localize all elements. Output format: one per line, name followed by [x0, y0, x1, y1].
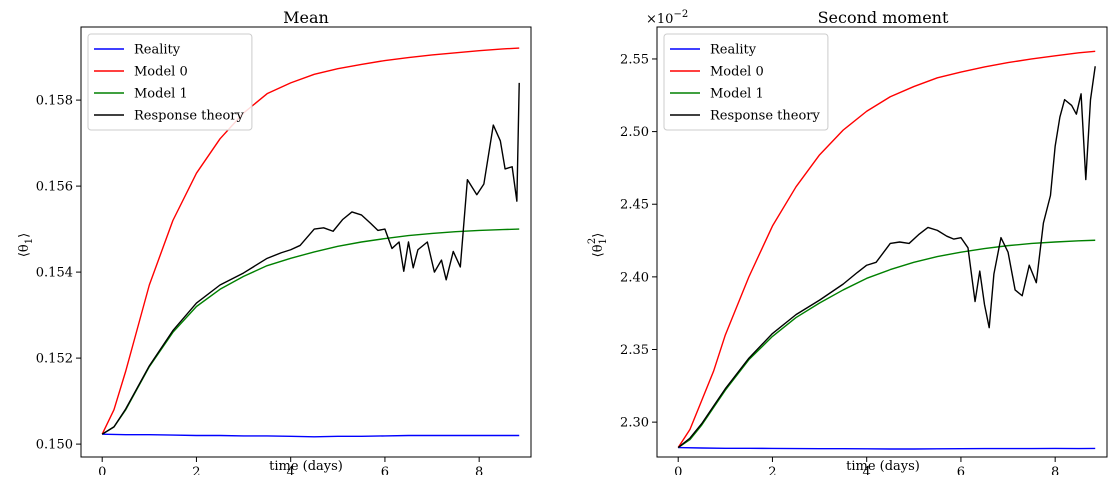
mean-y-axis-label-main: ⟨θ: [17, 244, 32, 257]
second-moment-series-model-0-line: [677, 50, 1096, 448]
second-moment-legend: Reality Model 0 Model 1 Response theory: [663, 33, 829, 131]
second-moment-legend-box: [663, 33, 829, 131]
second-moment-y-tick-label: 2.30: [620, 416, 649, 431]
second-moment-exponent-label: ×10−2: [646, 9, 688, 27]
second-moment-legend-label-response-theory: Response theory: [710, 109, 821, 124]
second-moment-y-axis-label-sub: 1: [598, 238, 609, 244]
mean-y-tick-label: 0.152: [36, 352, 73, 367]
mean-x-tick-label: 6: [381, 465, 389, 475]
second-moment-y-axis-label-close: ⟩: [591, 233, 606, 238]
mean-x-tick-label: 4: [287, 465, 295, 475]
second-moment-y-tick-label: 2.55: [620, 52, 649, 67]
mean-chart-title: Mean: [283, 8, 329, 27]
mean-legend-label-model-1: Model 1: [134, 87, 188, 102]
second-moment-series-model-1-line: [677, 239, 1096, 449]
mean-series-model-0-line: [101, 47, 520, 435]
mean-legend-label-response-theory: Response theory: [134, 109, 245, 124]
second-moment-legend-label-model-1: Model 1: [710, 87, 764, 102]
mean-legend: Reality Model 0 Model 1 Response theory: [87, 33, 253, 131]
second-moment-series-reality-line: [678, 446, 1096, 450]
second-moment-exponent-power: −2: [673, 9, 688, 20]
second-moment-x-tick-label: 2: [768, 465, 776, 475]
second-moment-y-tick-label: 2.35: [620, 343, 649, 358]
mean-legend-label-reality: Reality: [134, 43, 181, 58]
mean-chart-panel: Mean time (days) ⟨θ1⟩ 0 2 4 6 8 0.150 0.152 0.1…: [17, 8, 532, 480]
second-moment-series-response-theory-line: [677, 66, 1096, 449]
second-moment-x-axis-label: time (days): [846, 459, 920, 474]
mean-series-lines: [101, 47, 520, 438]
second-moment-exponent-base: ×10: [646, 12, 673, 27]
mean-y-axis-label: ⟨θ1⟩: [17, 233, 35, 257]
mean-x-tick-label: 2: [192, 465, 200, 475]
mean-x-tick-label: 8: [475, 465, 483, 475]
second-moment-series-lines: [677, 50, 1096, 450]
second-moment-chart-title: Second moment: [818, 8, 949, 27]
mean-legend-label-model-0: Model 0: [134, 65, 188, 80]
mean-x-tick-label: 0: [98, 465, 106, 475]
second-moment-y-tick-label: 2.50: [620, 125, 649, 140]
second-moment-y-tick-label: 2.40: [620, 270, 649, 285]
second-moment-x-tick-label: 8: [1051, 465, 1059, 475]
second-moment-y-axis-label: ⟨θ12⟩: [587, 233, 609, 258]
mean-plot-frame: [80, 26, 532, 458]
second-moment-x-tick-label: 6: [957, 465, 965, 475]
mean-y-axis-label-close: ⟩: [17, 233, 32, 238]
mean-y-axis-label-sub: 1: [24, 238, 35, 244]
mean-y-tick-label: 0.158: [36, 94, 73, 109]
second-moment-y-tick-label: 2.45: [620, 198, 649, 213]
mean-legend-box: [87, 33, 253, 131]
second-moment-x-tick-label: 4: [863, 465, 871, 475]
second-moment-x-tick-label: 0: [674, 465, 682, 475]
second-moment-legend-label-reality: Reality: [710, 43, 757, 58]
mean-y-tick-label: 0.156: [36, 180, 73, 195]
second-moment-y-axis-label-sup: 2: [587, 238, 598, 244]
mean-y-tick-label: 0.154: [36, 266, 73, 281]
second-moment-legend-label-model-0: Model 0: [710, 65, 764, 80]
mean-series-reality-line: [102, 433, 520, 438]
second-moment-axis-ticks: 0 2 4 6 8 2.30 2.35 2.40 2.45 2.50 2.55: [620, 52, 1059, 480]
second-moment-y-axis-label-main: ⟨θ: [591, 244, 606, 257]
mean-series-response-theory-line: [101, 82, 520, 435]
mean-axis-ticks: 0 2 4 6 8 0.150 0.152 0.154 0.156 0.158: [36, 94, 484, 480]
mean-x-axis-label: time (days): [269, 459, 343, 474]
second-moment-plot-frame: [656, 26, 1108, 458]
mean-y-tick-label: 0.150: [36, 438, 73, 453]
